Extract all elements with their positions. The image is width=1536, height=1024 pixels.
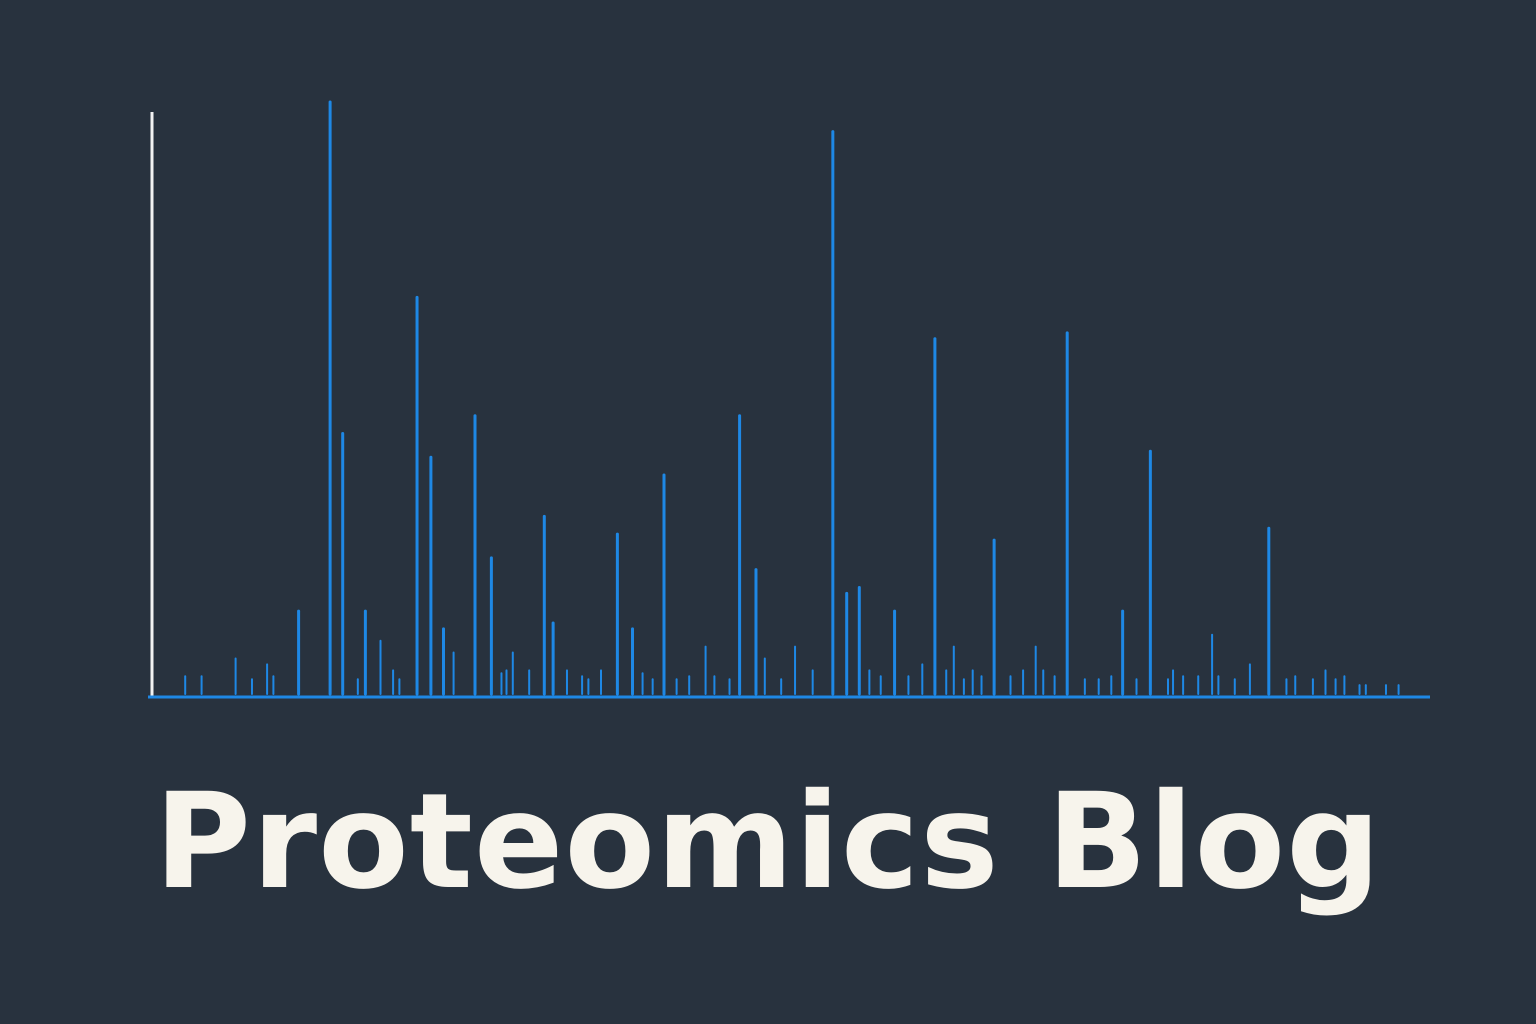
blog-title: Proteomics Blog [154,765,1382,919]
spectrum-peaks [184,100,1400,696]
mass-spectrum-chart [148,100,1430,699]
